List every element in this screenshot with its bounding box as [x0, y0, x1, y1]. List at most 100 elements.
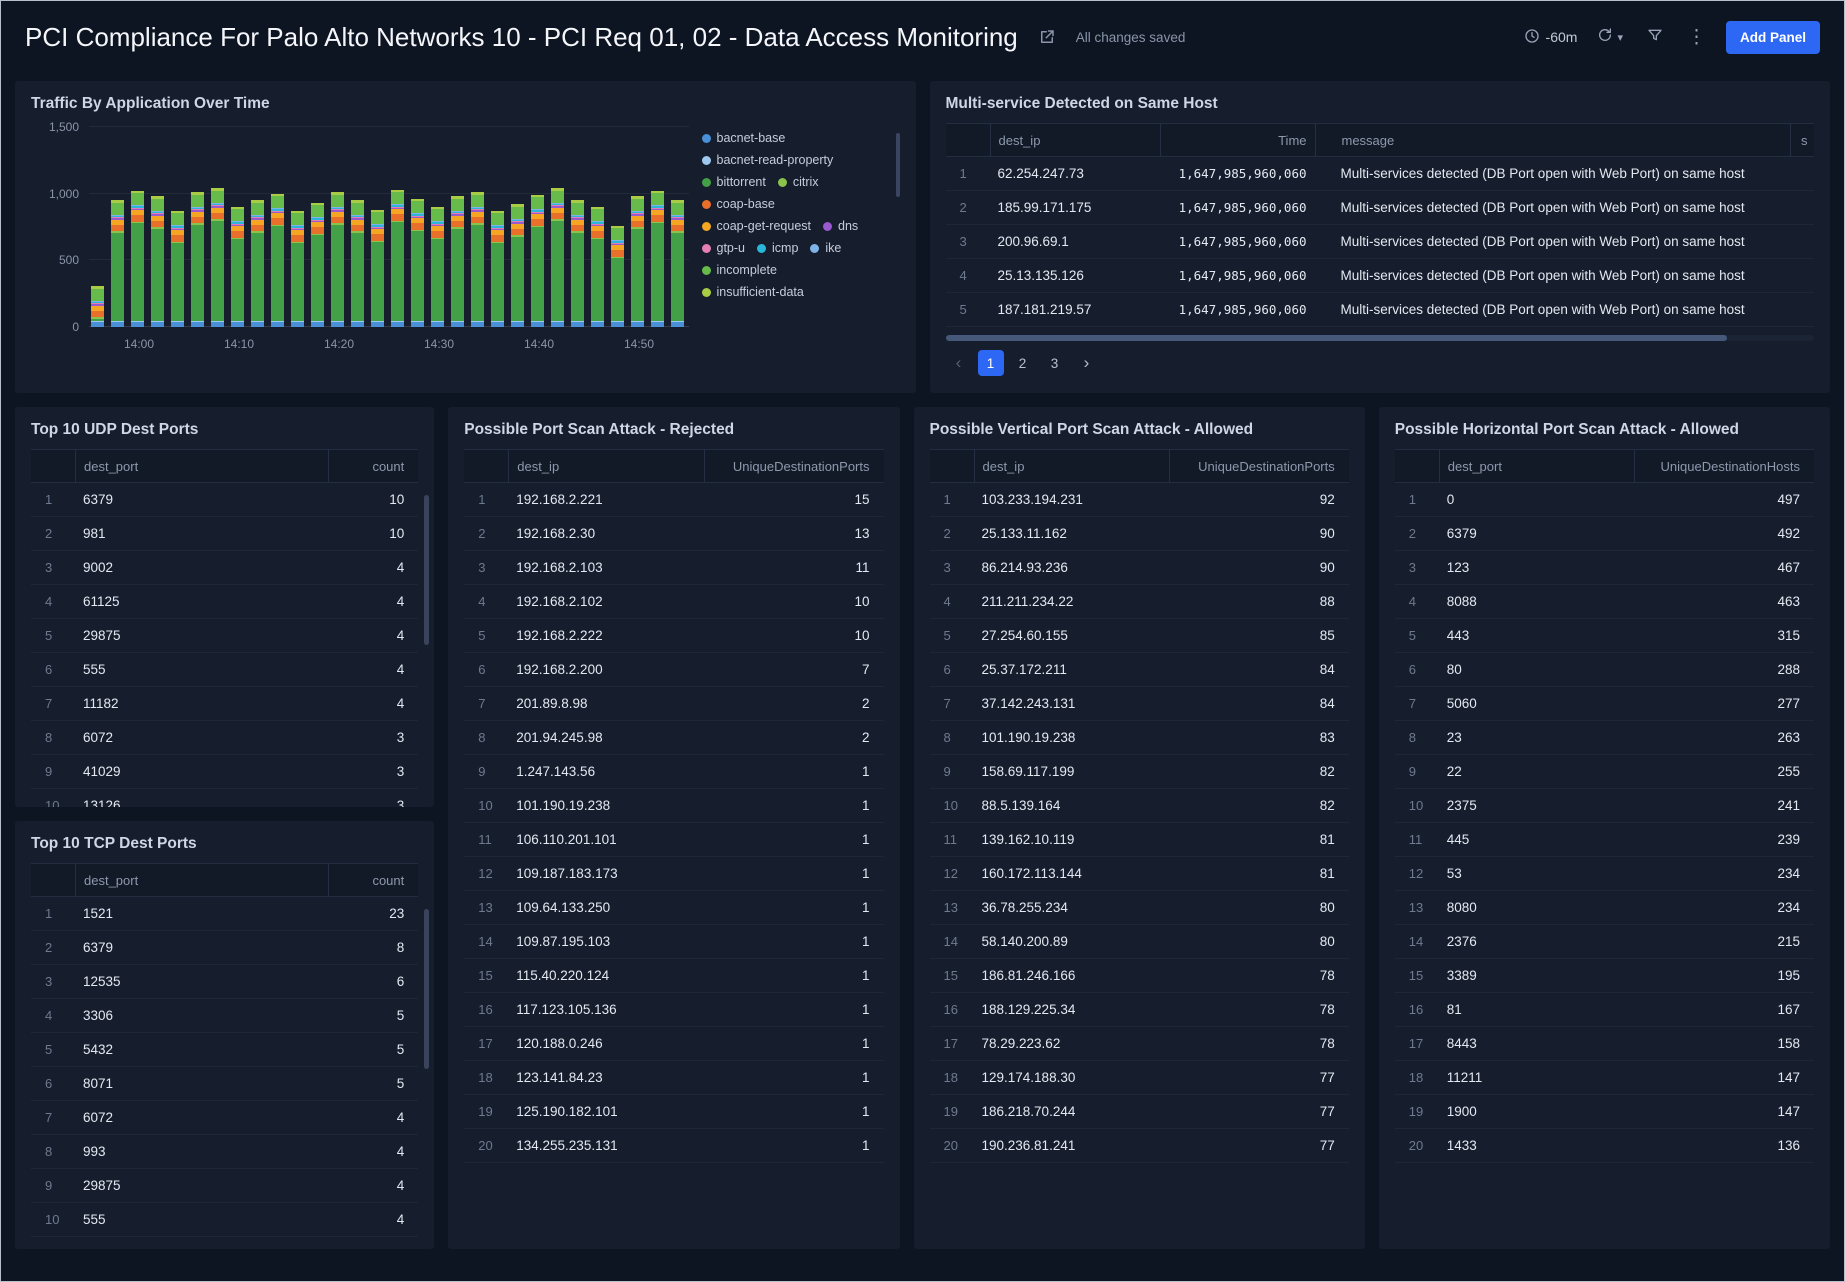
bar[interactable] — [651, 191, 664, 327]
cell-count: 10 — [389, 526, 405, 541]
bittorrent-segment — [211, 220, 224, 322]
next-page-button[interactable]: › — [1083, 353, 1090, 372]
legend-item-ike[interactable]: ike — [810, 241, 841, 255]
column-header-dest_ip[interactable]: dest_ip — [973, 450, 1169, 482]
legend-item-icmp[interactable]: icmp — [757, 241, 798, 255]
bar[interactable] — [131, 191, 144, 327]
more-menu-button[interactable]: ⋮ — [1686, 26, 1706, 48]
bar[interactable] — [111, 200, 124, 327]
refresh-button[interactable]: ▾ — [1593, 23, 1627, 52]
insufficient-data-segment — [331, 192, 344, 195]
cell-dest_port: 8071 — [83, 1076, 114, 1091]
legend-item-dns[interactable]: dns — [823, 219, 858, 233]
column-header-count[interactable]: count — [328, 864, 418, 896]
coap-get-request-segment — [211, 207, 224, 213]
bar[interactable] — [511, 204, 524, 327]
bar[interactable] — [331, 192, 344, 327]
bar[interactable] — [571, 200, 584, 327]
table-row: 5 187.181.219.57 1,647,985,960,060 Multi-se… — [945, 293, 1814, 327]
bar[interactable] — [591, 207, 604, 327]
incomplete-segment — [551, 190, 564, 203]
legend-item-insufficient-data[interactable]: insufficient-data — [701, 285, 804, 299]
bacnet-base-segment — [411, 322, 424, 327]
bar[interactable] — [431, 207, 444, 327]
column-header-dest_port[interactable]: dest_port — [1438, 450, 1634, 482]
bar[interactable] — [411, 199, 424, 327]
bar[interactable] — [371, 209, 384, 327]
column-header-UniqueDestinationHosts[interactable]: UniqueDestinationHosts — [1634, 450, 1814, 482]
legend-item-citrix[interactable]: citrix — [777, 175, 819, 189]
bacnet-read-property-segment — [471, 321, 484, 323]
bar[interactable] — [171, 211, 184, 327]
clock-icon — [1524, 28, 1540, 47]
panel-multiservice: Multi-service Detected on Same Host dest… — [929, 81, 1830, 393]
column-header-dest_ip[interactable]: dest_ip — [989, 124, 1160, 156]
bar[interactable] — [531, 195, 544, 327]
bar[interactable] — [631, 196, 644, 327]
page-button-2[interactable]: 2 — [1018, 355, 1027, 371]
bar[interactable] — [671, 200, 684, 327]
bittorrent-segment — [311, 235, 324, 322]
add-panel-button[interactable]: Add Panel — [1725, 20, 1820, 54]
bar[interactable] — [291, 211, 304, 327]
bar[interactable] — [251, 200, 264, 327]
bar[interactable] — [351, 200, 364, 327]
chart-legend: bacnet-base bacnet-read-property bittorren… — [701, 127, 900, 327]
cell-Time: 1,647,985,960,060 — [1178, 302, 1307, 317]
bar[interactable] — [611, 225, 624, 327]
cell-count: 5 — [396, 1008, 405, 1023]
page-button-1[interactable]: 1 — [977, 350, 1004, 376]
table-row: 9 29875 4 — [31, 1169, 419, 1203]
legend-item-coap-base[interactable]: coap-base — [701, 197, 775, 211]
bar[interactable] — [311, 203, 324, 327]
bar[interactable] — [451, 196, 464, 327]
cell-count: 4 — [396, 696, 405, 711]
legend-item-incomplete[interactable]: incomplete — [701, 263, 777, 277]
vertical-scrollbar[interactable] — [424, 909, 430, 1069]
bacnet-read-property-segment — [451, 321, 464, 323]
table-row: 4 211.211.234.22 88 — [929, 585, 1349, 619]
cell-UniqueDestinationPorts: 1 — [861, 968, 870, 983]
column-header-UniqueDestinationPorts[interactable]: UniqueDestinationPorts — [703, 450, 884, 482]
legend-item-gtp-u[interactable]: gtp-u — [701, 241, 745, 255]
legend-scrollbar[interactable] — [895, 133, 900, 197]
cell-dest_ip: 192.168.2.222 — [516, 628, 603, 643]
bar[interactable] — [231, 207, 244, 327]
filter-button[interactable] — [1643, 23, 1667, 52]
share-icon[interactable] — [1034, 24, 1060, 50]
legend-item-bacnet-base[interactable]: bacnet-base — [701, 131, 785, 145]
column-header-Time[interactable]: Time — [1159, 124, 1315, 156]
dns-segment — [91, 304, 104, 306]
vertical-scrollbar[interactable] — [424, 495, 430, 645]
column-header-dest_port[interactable]: dest_port — [75, 450, 328, 482]
bar[interactable] — [271, 193, 284, 327]
legend-item-bacnet-read-property[interactable]: bacnet-read-property — [701, 153, 833, 167]
ike-segment — [451, 210, 464, 212]
column-header-count[interactable]: count — [328, 450, 418, 482]
citrix-segment — [351, 231, 364, 233]
legend-item-coap-get-request[interactable]: coap-get-request — [701, 219, 811, 233]
cell-dest_ip: 158.69.117.199 — [981, 764, 1075, 779]
panel-vertical-port-scan: Possible Vertical Port Scan Attack - All… — [913, 407, 1365, 1249]
page-button-3[interactable]: 3 — [1050, 355, 1059, 371]
column-header-UniqueDestinationPorts[interactable]: UniqueDestinationPorts — [1168, 450, 1349, 482]
bar[interactable] — [151, 196, 164, 327]
column-header-dest_port[interactable]: dest_port — [75, 864, 328, 896]
bar[interactable] — [491, 211, 504, 327]
bar[interactable] — [471, 192, 484, 327]
column-header-dest_ip[interactable]: dest_ip — [508, 450, 703, 482]
bar[interactable] — [551, 188, 564, 327]
column-header-message[interactable]: message — [1314, 124, 1791, 156]
bar[interactable] — [91, 286, 104, 327]
table-row: 9 158.69.117.199 82 — [929, 755, 1349, 789]
bar[interactable] — [191, 192, 204, 327]
cell-UniqueDestinationHosts: 315 — [1777, 628, 1800, 643]
cell-count: 8 — [396, 940, 405, 955]
bar[interactable] — [211, 188, 224, 327]
time-range-button[interactable]: -60m — [1524, 28, 1577, 47]
bar[interactable] — [391, 189, 404, 327]
prev-page-button[interactable]: ‹ — [955, 353, 962, 372]
horizontal-scrollbar[interactable] — [945, 335, 1728, 341]
legend-item-bittorrent[interactable]: bittorrent — [701, 175, 766, 189]
